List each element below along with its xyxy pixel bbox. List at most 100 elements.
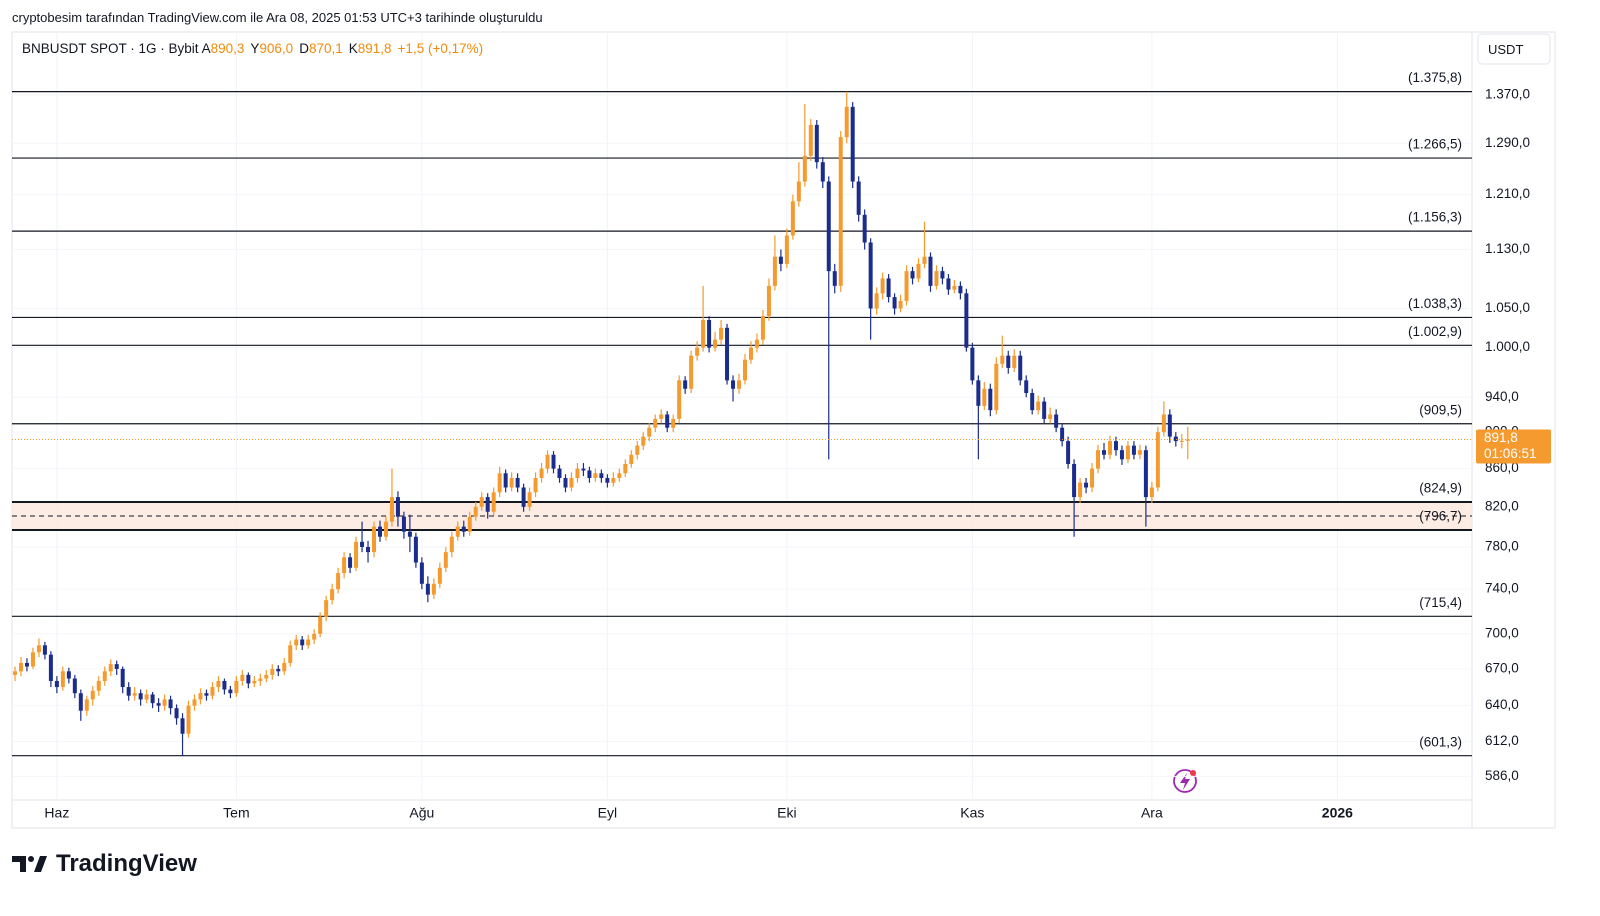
candle-body (695, 347, 700, 356)
y-tick-label: 1.130,0 (1485, 241, 1530, 256)
alert-icon[interactable] (1173, 769, 1197, 793)
candle-body (904, 271, 909, 301)
y-tick-label: 700,0 (1485, 625, 1519, 640)
candle-body (354, 541, 359, 568)
candle-body (42, 645, 47, 655)
price-tag-countdown: 01:06:51 (1484, 446, 1537, 461)
level-label: (1.002,9) (1408, 324, 1462, 339)
ohlc-value: 891,8 (357, 41, 392, 56)
candle-body (138, 693, 143, 700)
candle-body (1078, 482, 1083, 498)
candle-body (18, 662, 23, 672)
candle-body (66, 671, 71, 679)
ohlc-value: 870,1 (308, 41, 343, 56)
level-label: (1.038,3) (1408, 296, 1462, 311)
y-tick-label: 1.000,0 (1485, 339, 1530, 354)
candle-body (60, 671, 65, 688)
candle-body (108, 664, 113, 672)
candle-body (360, 541, 365, 547)
logo-text: TradingView (56, 850, 197, 877)
candle-body (671, 418, 676, 428)
candle-body (994, 363, 999, 411)
y-tick-label: 1.290,0 (1485, 135, 1530, 150)
candle-body (1143, 450, 1148, 498)
candle-body (731, 380, 736, 389)
candle-body (174, 708, 179, 719)
candle-body (737, 380, 742, 389)
candle-body (581, 468, 586, 471)
candle-body (677, 380, 682, 419)
candle-body (641, 436, 646, 446)
candle-body (318, 616, 323, 634)
candle-body (377, 526, 382, 537)
candle-body (425, 583, 430, 595)
candle-body (868, 242, 873, 309)
candle-body (539, 468, 544, 478)
change: +1,5 (+0,17%) (397, 41, 484, 56)
candle-body (653, 418, 658, 428)
candle-body (324, 600, 329, 617)
candle-body (976, 380, 981, 406)
candle-body (856, 181, 861, 215)
candle-body (120, 668, 125, 688)
candle-body (551, 454, 556, 469)
candle-body (156, 703, 161, 706)
y-tick-label: 860,0 (1485, 460, 1519, 475)
x-tick-label: Eyl (598, 805, 617, 821)
candle-body (246, 674, 251, 684)
x-tick-label: Kas (960, 805, 984, 821)
candle-body (210, 687, 215, 696)
candle-body (742, 359, 747, 381)
ohlc-key: D (299, 41, 309, 56)
candle-body (300, 639, 305, 646)
candle-body (467, 516, 472, 532)
candle-body (455, 526, 460, 537)
candle-body (1060, 427, 1065, 442)
candle-body (557, 468, 562, 478)
candle-body (264, 674, 269, 679)
candle-body (1161, 414, 1166, 433)
candle-body (916, 263, 921, 279)
candle-body (898, 300, 903, 309)
candle-body (659, 414, 664, 419)
candle-body (479, 497, 484, 507)
currency-box[interactable] (1477, 33, 1551, 65)
candle-body (1048, 414, 1053, 419)
candle-body (796, 181, 801, 202)
candle-body (1006, 355, 1011, 368)
candle-body (485, 497, 490, 512)
y-tick-label: 1.370,0 (1485, 87, 1530, 102)
candle-body (443, 552, 448, 568)
candle-body (683, 380, 688, 389)
candle-body (503, 473, 508, 488)
candle-body (312, 633, 317, 640)
x-tick-label: Ara (1141, 805, 1163, 821)
candle-body (258, 678, 263, 681)
candle-body (910, 271, 915, 279)
candle-body (832, 271, 837, 286)
currency[interactable]: USDT (1488, 42, 1524, 57)
candle-body (383, 521, 388, 537)
candle-body (270, 668, 275, 675)
candle-body (162, 699, 167, 706)
candle-body (72, 678, 77, 694)
candle-body (48, 654, 53, 681)
level-label: (909,5) (1419, 402, 1462, 417)
candle-body (605, 477, 610, 483)
candle-body (306, 639, 311, 646)
candle-body (348, 557, 353, 568)
candle-body (186, 705, 191, 734)
candle-body (772, 256, 777, 286)
candle-body (342, 557, 347, 574)
candle-body (874, 293, 879, 309)
candle-body (808, 124, 813, 156)
symbol-legend: BNBUSDT SPOT · 1G · Bybit A890,3 Y906,0 D8… (22, 41, 483, 56)
candle-body (1179, 440, 1184, 442)
candle-body (461, 526, 466, 532)
logo-mark (12, 856, 47, 872)
candle-body (725, 327, 730, 381)
candle-body (988, 388, 993, 411)
candle-body (282, 662, 287, 672)
candle-body (1072, 463, 1077, 498)
